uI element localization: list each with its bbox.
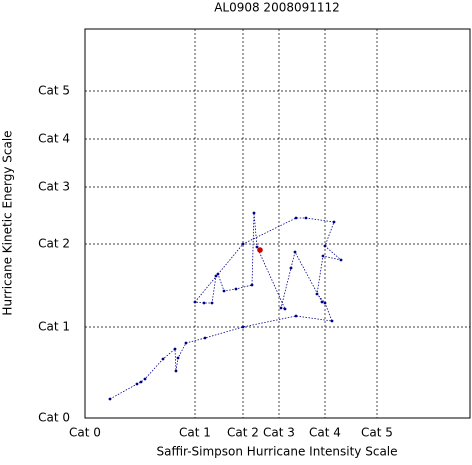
y-tick-label: Cat 3 [38, 180, 70, 194]
track-point [294, 216, 298, 220]
y-axis-label: Hurricane Kinetic Energy Scale [1, 130, 15, 315]
y-tick-label: Cat 0 [38, 411, 70, 425]
track-point [339, 258, 343, 262]
y-tick-label: Cat 5 [38, 84, 70, 98]
x-tick-label: Cat 4 [309, 426, 341, 440]
track-point [143, 377, 147, 381]
track-point [161, 357, 165, 361]
track-line [109, 212, 342, 400]
track-point [173, 347, 177, 351]
track-point [210, 301, 214, 305]
x-tick-label: Cat 2 [227, 426, 259, 440]
track-point [216, 272, 220, 276]
track-point [234, 287, 238, 291]
track-point [293, 250, 297, 254]
chart-title: AL0908 2008091112 [214, 1, 340, 15]
track-point [139, 380, 143, 384]
track-point [279, 306, 283, 310]
track-point [315, 292, 319, 296]
x-tick-label: Cat 3 [263, 426, 295, 440]
track-point [252, 211, 256, 215]
track-point [108, 397, 112, 401]
track-point [321, 254, 325, 258]
x-axis-label: Saffir-Simpson Hurricane Intensity Scale [156, 445, 397, 459]
plot-frame [84, 28, 471, 419]
track-point [304, 216, 308, 220]
x-tick-label: Cat 0 [69, 426, 101, 440]
y-tick-label: Cat 2 [38, 237, 70, 251]
y-tick-label: Cat 1 [38, 320, 70, 334]
track-point [203, 336, 207, 340]
track-point [294, 314, 298, 318]
track-point [174, 369, 178, 373]
track-point [332, 220, 336, 224]
track-point [250, 283, 254, 287]
track-point [241, 325, 245, 329]
track-point [289, 266, 293, 270]
track-point [323, 301, 327, 305]
track-point [257, 247, 263, 253]
x-tick-label: Cat 1 [179, 426, 211, 440]
track-point [214, 274, 218, 278]
track-point [176, 356, 180, 360]
track-point [193, 300, 197, 304]
track-point [330, 319, 334, 323]
track-point [135, 382, 139, 386]
track-point [222, 289, 226, 293]
track-point [283, 307, 287, 311]
track-point [255, 245, 259, 249]
x-tick-label: Cat 5 [361, 426, 393, 440]
track-point [323, 244, 327, 248]
track-point [184, 341, 188, 345]
track-point [320, 300, 324, 304]
track-point [202, 301, 206, 305]
track-point [241, 242, 245, 246]
y-tick-label: Cat 4 [38, 132, 70, 146]
